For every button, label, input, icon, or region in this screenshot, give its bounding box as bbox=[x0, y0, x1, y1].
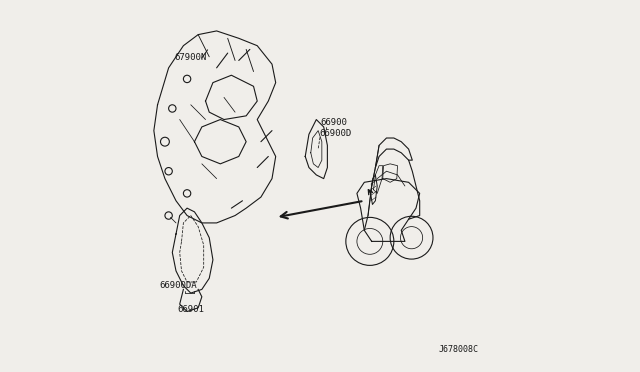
Text: 66900: 66900 bbox=[320, 118, 347, 127]
Text: 66900D: 66900D bbox=[319, 129, 351, 138]
Text: 66901: 66901 bbox=[178, 305, 205, 314]
Text: 67900N: 67900N bbox=[174, 54, 207, 62]
Text: J678008C: J678008C bbox=[439, 345, 479, 354]
Text: 66900DA: 66900DA bbox=[159, 280, 197, 289]
